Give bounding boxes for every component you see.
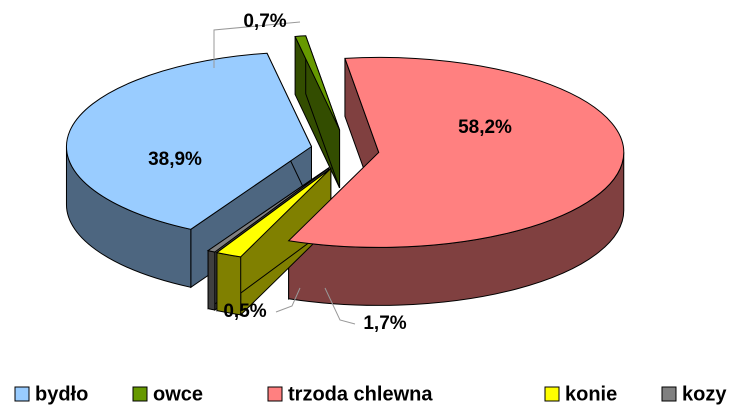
legend-label: bydło [35, 383, 88, 405]
legend-swatch [661, 386, 677, 402]
slice [287, 56, 625, 248]
data-label: 38,9% [148, 149, 202, 170]
data-label: 0,7% [243, 11, 286, 32]
slice [215, 168, 332, 258]
legend-swatch [544, 386, 560, 402]
legend-swatch [14, 386, 30, 402]
slice [206, 167, 330, 253]
data-label: 0,5% [223, 301, 266, 322]
slice [65, 52, 313, 230]
leader-line [324, 287, 356, 325]
data-label: 1,7% [363, 313, 406, 334]
legend-label: konie [565, 383, 617, 405]
slice [294, 35, 341, 131]
legend-label: kozy [682, 383, 727, 405]
data-label: 58,2% [458, 117, 512, 138]
legend-swatch [132, 386, 148, 402]
slice-wall [207, 249, 216, 311]
leader-line [213, 21, 301, 68]
leader-line [275, 287, 301, 313]
legend-swatch [267, 386, 283, 402]
legend-label: trzoda chlewna [288, 383, 433, 405]
legend-label: owce [153, 383, 203, 405]
